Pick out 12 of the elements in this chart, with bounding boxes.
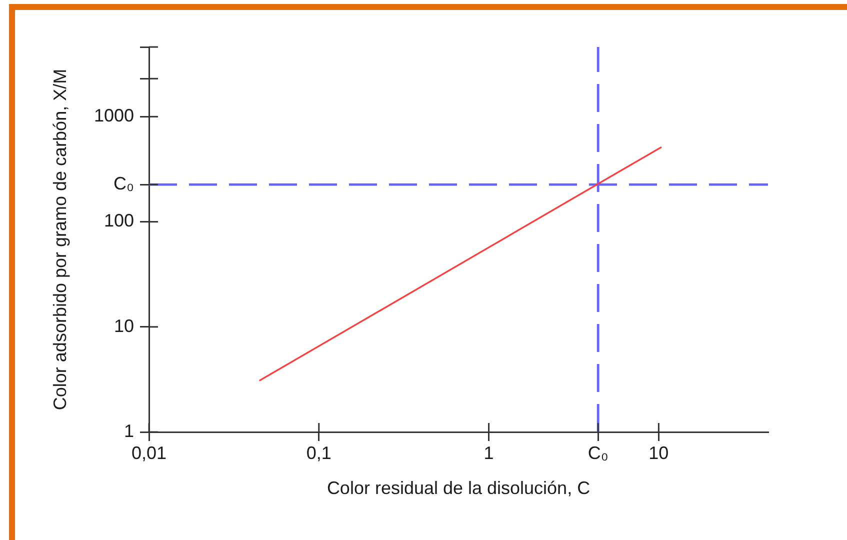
- x-tick-label: C₀: [588, 442, 608, 463]
- y-axis-title: Color adsorbido por gramo de carbón, X/M: [50, 68, 70, 410]
- y-tick-label: 100: [104, 210, 134, 231]
- x-tick-label: 0,01: [131, 442, 167, 463]
- x-tick-label: 0,1: [306, 442, 332, 463]
- x-tick-label: 1: [484, 442, 494, 463]
- y-tick-label: 10: [114, 316, 134, 336]
- y-tick-label: 1000: [94, 106, 134, 126]
- x-tick-label: 10: [648, 442, 669, 463]
- y-tick-label: C₀: [114, 174, 134, 194]
- y-tick-label: 1: [124, 420, 134, 441]
- x-axis-title: Color residual de la disolución, C: [326, 478, 590, 498]
